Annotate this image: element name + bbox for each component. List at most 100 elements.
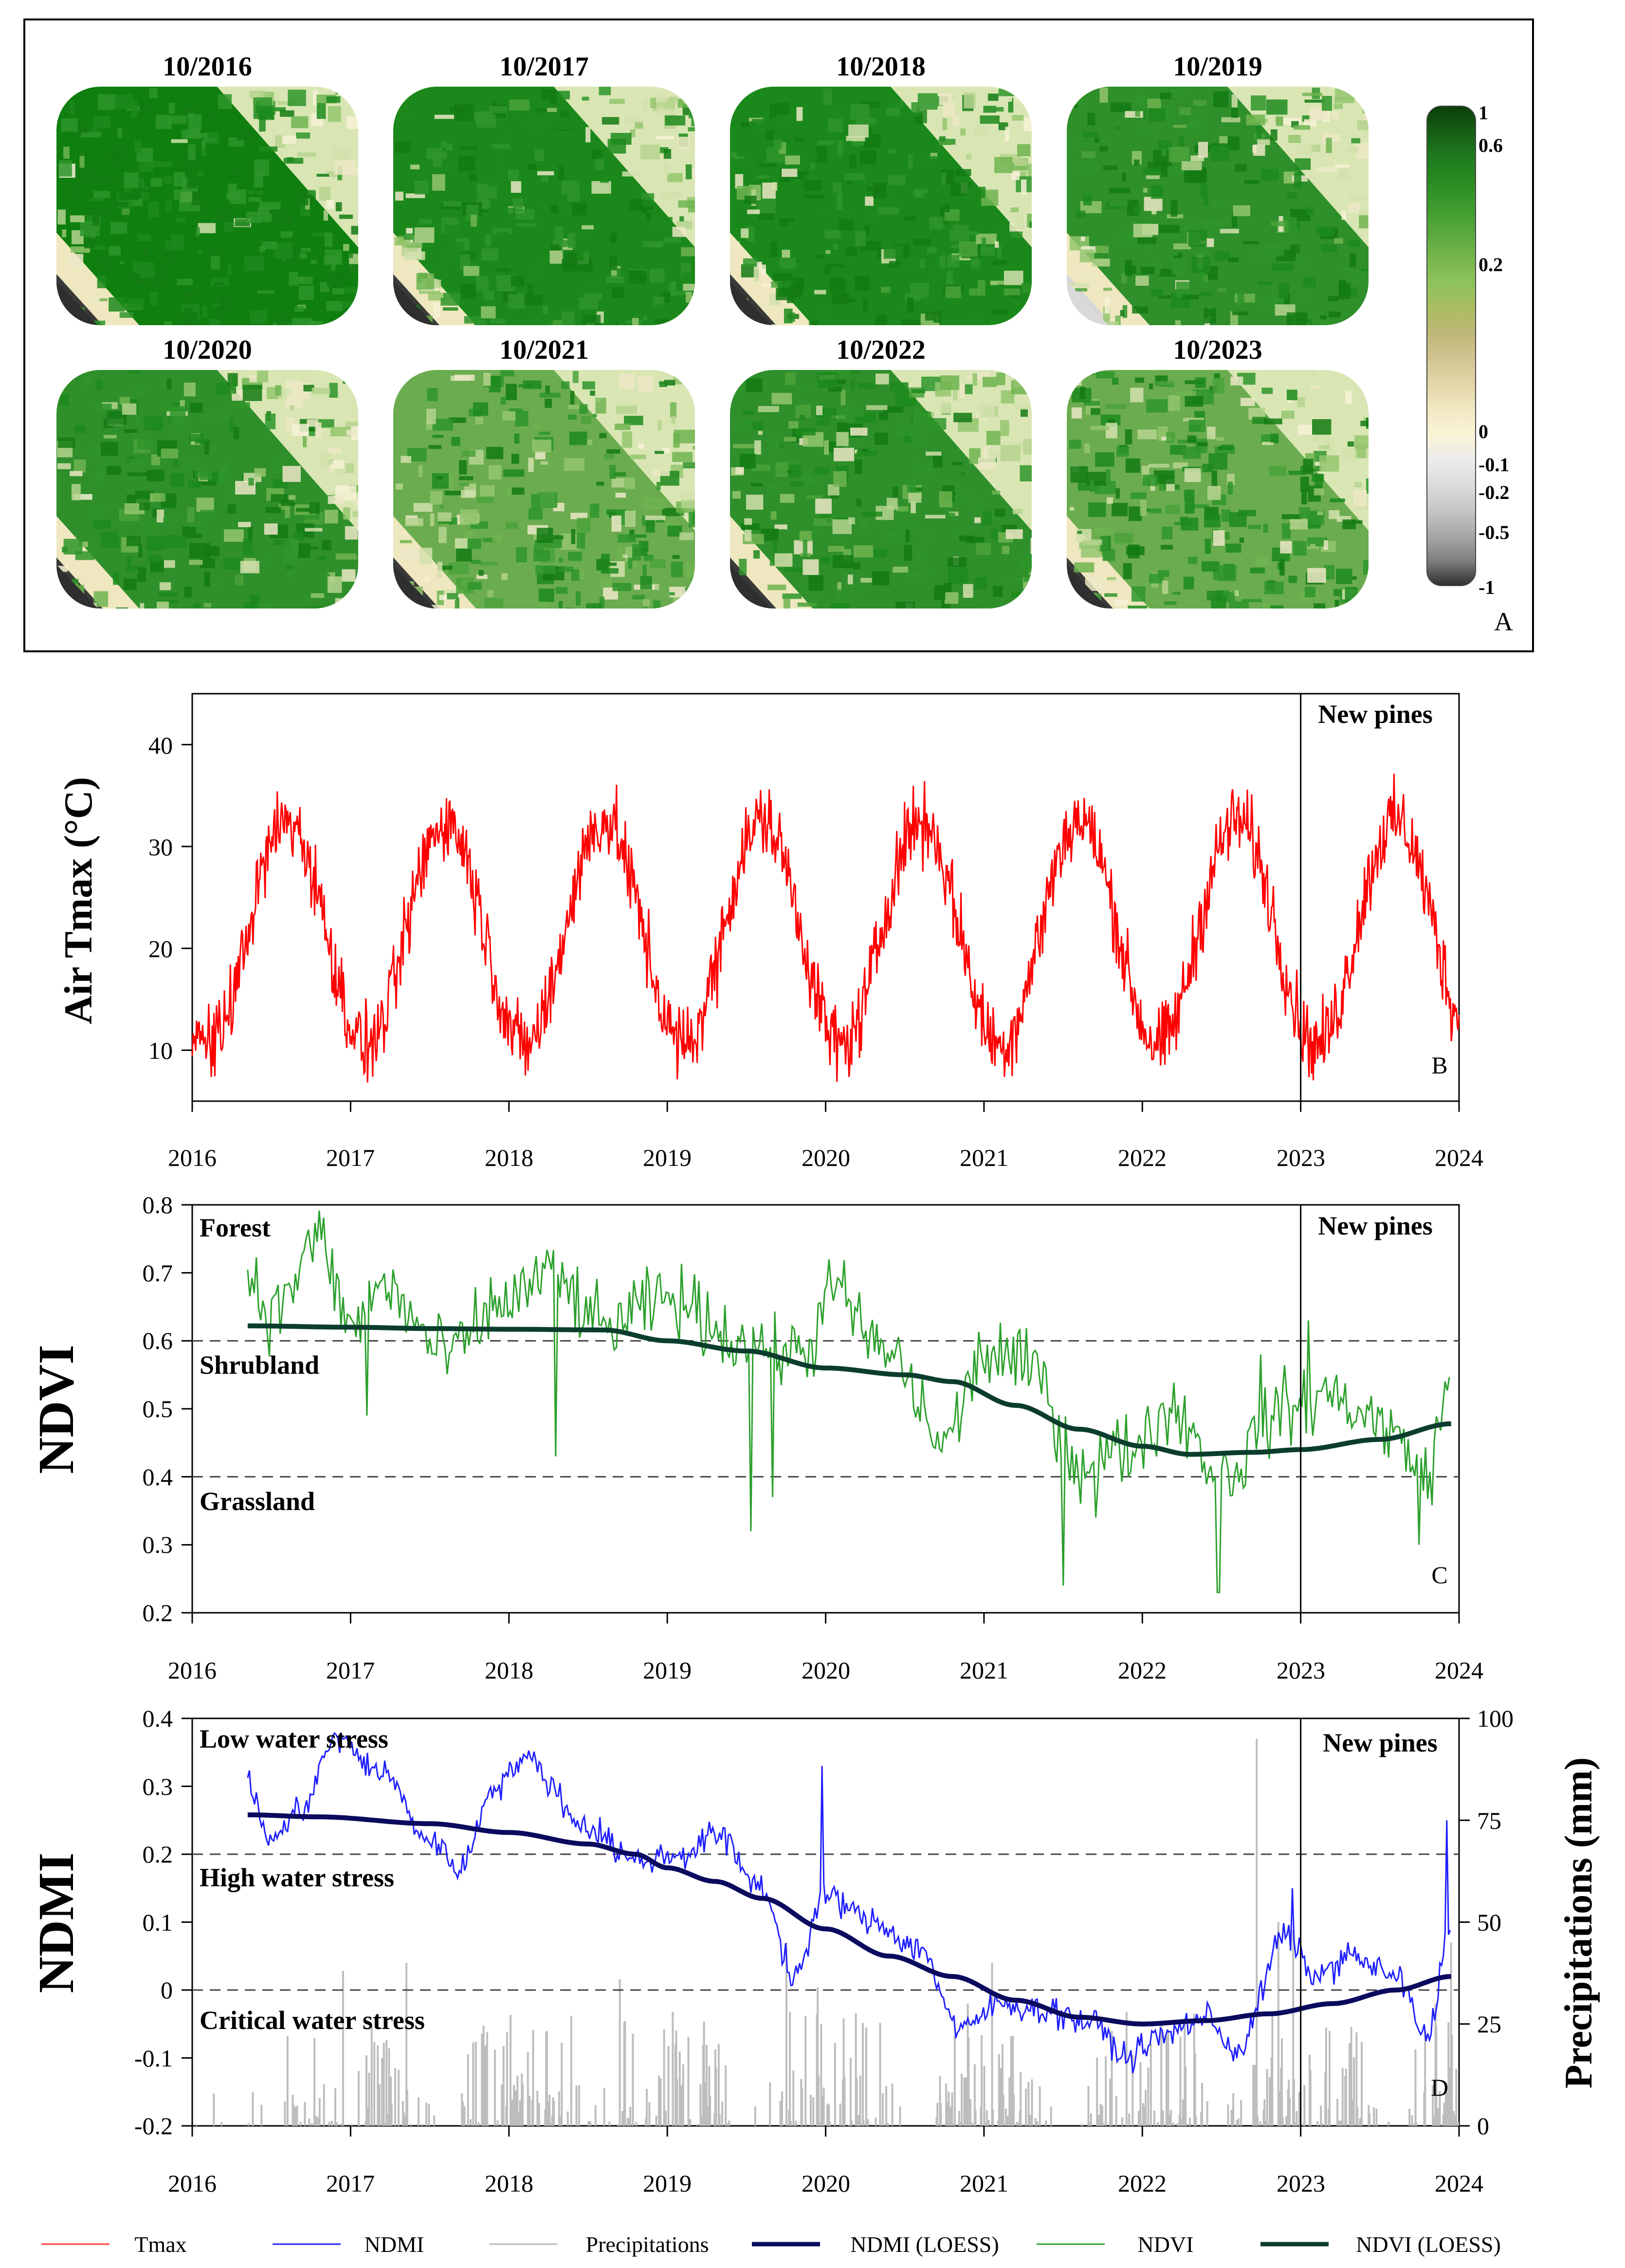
map-patch: [276, 212, 292, 224]
map-patch: [1099, 88, 1108, 103]
map-patch: [545, 399, 552, 408]
map-patch: [327, 273, 332, 287]
map-label: 10/2022: [836, 335, 926, 365]
map-patch: [1242, 241, 1259, 244]
map-patch: [1012, 115, 1024, 121]
map-patch: [559, 566, 573, 572]
legend-label: NDMI (LOESS): [850, 2232, 999, 2257]
map-patch: [327, 576, 342, 593]
map-patch: [1149, 108, 1166, 122]
map-patch: [591, 181, 611, 194]
map-patch: [438, 512, 452, 522]
map-patch: [259, 146, 278, 152]
x-tick-label: 2017: [326, 1144, 375, 1171]
map-patch: [283, 549, 298, 565]
ndvi-map-clip: [730, 370, 1032, 608]
map-patch: [817, 372, 838, 388]
map-patch: [1211, 220, 1230, 227]
map-patch: [951, 529, 965, 534]
panel-d-letter: D: [1431, 2074, 1448, 2101]
map-patch: [516, 223, 537, 226]
map-patch: [1030, 537, 1032, 554]
map-patch: [438, 565, 453, 570]
map-patch: [975, 577, 987, 590]
map-patch: [1158, 570, 1169, 577]
map-patch: [483, 291, 494, 301]
map-patch: [817, 140, 836, 145]
map-patch: [1261, 387, 1273, 394]
map-patch: [782, 593, 802, 599]
map-patch: [430, 513, 435, 527]
map-patch: [1364, 114, 1369, 123]
map-patch: [131, 103, 148, 109]
map-patch: [287, 157, 294, 163]
map-patch: [1160, 92, 1172, 99]
map-patch: [74, 425, 86, 433]
map-patch: [1205, 538, 1211, 554]
map-patch: [303, 385, 314, 392]
map-patch: [693, 446, 695, 450]
map-patch: [305, 597, 314, 601]
map-patch: [950, 494, 971, 502]
map-patch: [943, 102, 955, 117]
map-patch: [438, 527, 447, 543]
map-patch: [210, 245, 220, 255]
map-patch: [135, 491, 154, 499]
map-patch: [944, 592, 959, 604]
map-patch: [993, 310, 1008, 315]
map-patch: [650, 559, 666, 568]
map-patch: [833, 471, 847, 487]
map-patch: [149, 88, 158, 98]
map-patch: [615, 424, 631, 430]
map-patch: [1013, 371, 1028, 387]
map-patch: [1334, 97, 1354, 103]
ndmi-ylabel: NDMI: [28, 1853, 84, 1993]
map-patch: [967, 186, 986, 198]
map-patch: [426, 408, 436, 424]
map-patch: [1207, 426, 1216, 440]
map-patch: [1075, 288, 1087, 292]
map-patch: [558, 558, 564, 562]
map-patch: [622, 171, 642, 177]
map-patch: [1329, 312, 1341, 318]
map-patch: [428, 445, 441, 449]
map-patch: [849, 154, 857, 168]
map-patch: [1350, 195, 1368, 201]
map-patch: [1279, 559, 1285, 576]
map-patch: [403, 233, 414, 240]
map-patch: [1011, 172, 1020, 180]
map-patch: [266, 507, 281, 513]
map-patch: [437, 562, 442, 578]
map-patch: [348, 264, 358, 272]
ndvi-loess-line: [247, 1323, 1451, 1457]
map-patch: [150, 178, 162, 187]
map-patch: [827, 484, 840, 496]
map-patch: [79, 152, 92, 156]
map-patch: [750, 325, 763, 333]
map-patch: [688, 127, 695, 131]
map-patch: [1311, 145, 1320, 152]
map-patch: [1366, 417, 1369, 429]
map-patch: [692, 510, 695, 524]
map-patch: [947, 557, 967, 567]
map-patch: [119, 192, 139, 200]
map-patch: [418, 163, 430, 179]
x-tick-label: 2016: [168, 1144, 217, 1171]
map-patch: [662, 448, 670, 454]
map-patch: [405, 518, 423, 526]
map-patch: [196, 227, 200, 237]
map-patch: [998, 88, 1014, 96]
map-patch: [1086, 472, 1107, 486]
map-patch: [919, 259, 925, 268]
map-patch: [987, 93, 999, 101]
x-tick-label: 2018: [485, 2170, 533, 2197]
map-patch: [657, 420, 662, 431]
map-patch: [974, 126, 988, 137]
map-patch: [484, 598, 503, 608]
map-patch: [618, 534, 636, 543]
map-patch: [446, 160, 458, 172]
map-patch: [1283, 283, 1290, 293]
map-patch: [1148, 463, 1169, 468]
map-patch: [1318, 445, 1330, 450]
map-patch: [734, 156, 745, 159]
